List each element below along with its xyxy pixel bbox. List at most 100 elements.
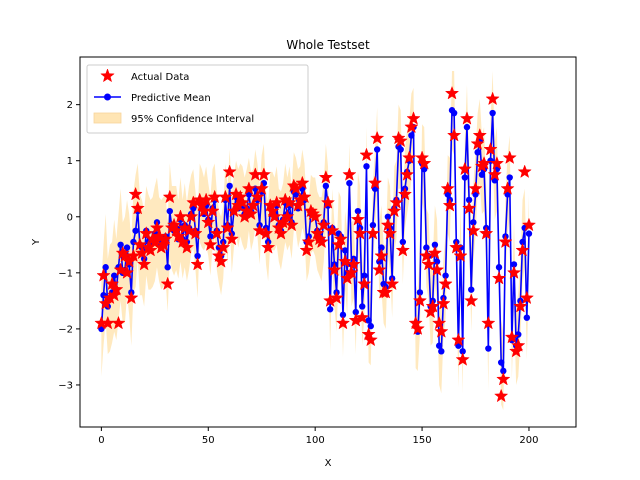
predictive-mean-point [194, 252, 201, 260]
actual-data-point [434, 324, 449, 338]
actual-data-point [220, 220, 235, 235]
predictive-mean-point [117, 241, 124, 248]
actual-data-point [132, 237, 148, 251]
y-axis-label: Y [31, 238, 42, 246]
actual-data-point [260, 240, 276, 254]
predictive-mean-point [435, 342, 443, 349]
predictive-mean-point [525, 230, 533, 237]
actual-data-point [461, 200, 477, 215]
actual-data-point [440, 181, 455, 195]
actual-data-point [344, 265, 359, 279]
predictive-mean-point [399, 238, 407, 246]
actual-data-point [361, 326, 376, 341]
actual-data-point [436, 296, 451, 310]
predictive-mean-point [397, 146, 404, 153]
actual-data-point [205, 203, 220, 218]
predictive-mean-point [367, 322, 374, 330]
x-axis-ticks: 0 50 100 150 200 [98, 427, 539, 446]
actual-data-point [412, 293, 428, 307]
actual-data-point [444, 85, 460, 100]
actual-data-point [96, 268, 111, 282]
x-axis-label: X [325, 458, 332, 469]
predictive-mean-point [519, 238, 526, 246]
actual-data-point [329, 290, 344, 305]
actual-data-point [333, 231, 348, 246]
predictive-mean-point [468, 286, 475, 293]
predictive-mean-point [102, 264, 109, 271]
actual-data-point [128, 186, 143, 201]
actual-data-point [254, 181, 269, 195]
legend: Actual Data Predictive Mean 95% Confiden… [86, 64, 309, 134]
actual-data-point [111, 315, 126, 330]
predictive-mean-point [352, 308, 359, 316]
actual-data-point [419, 248, 434, 263]
actual-data-point [325, 223, 340, 237]
predictive-mean-point [326, 306, 334, 313]
actual-data-point [367, 175, 383, 190]
actual-data-point [519, 290, 534, 305]
actual-data-point [408, 315, 423, 330]
actual-data-point [209, 226, 224, 240]
actual-data-point [218, 189, 233, 204]
actual-data-point [243, 206, 259, 221]
actual-data-point [410, 321, 425, 335]
actual-data-point [203, 237, 218, 251]
actual-data-point [130, 200, 145, 215]
actual-data-point [350, 212, 366, 226]
x-tick-label: 50 [202, 435, 215, 446]
actual-data-point [494, 388, 509, 403]
actual-data-point [179, 240, 195, 254]
y-tick-label: −3 [58, 380, 73, 391]
predictive-mean-point [322, 182, 330, 190]
x-tick-label: 0 [98, 435, 104, 446]
actual-data-point [479, 226, 494, 240]
actual-data-point [337, 254, 353, 268]
chart-title: Whole Testset [286, 38, 370, 52]
predictive-mean-point [433, 258, 441, 265]
predictive-mean-point [384, 213, 392, 220]
actual-data-point [316, 217, 331, 232]
actual-data-point [389, 195, 404, 209]
legend-label-mean: Predictive Mean [131, 93, 211, 104]
actual-data-point [216, 240, 231, 254]
predictive-mean-point [363, 163, 370, 170]
actual-data-point [468, 181, 483, 195]
y-tick-label: 1 [67, 156, 73, 167]
y-tick-label: 2 [67, 100, 73, 111]
predictive-mean-point [485, 345, 492, 352]
actual-data-point [265, 203, 280, 218]
predictive-mean-point [497, 359, 505, 366]
actual-data-point [446, 127, 462, 142]
actual-data-point [489, 156, 505, 170]
actual-data-point [149, 220, 165, 235]
actual-data-point [451, 332, 466, 347]
actual-data-point [502, 150, 517, 164]
predictive-mean-point [123, 244, 131, 251]
actual-data-point [521, 217, 537, 232]
actual-data-point [432, 315, 447, 330]
actual-data-point [109, 282, 124, 296]
actual-data-point [500, 181, 515, 195]
actual-data-point [466, 223, 481, 237]
actual-data-point [184, 209, 199, 223]
actual-data-point [406, 111, 421, 125]
actual-data-point [166, 217, 182, 232]
actual-data-point [472, 127, 487, 142]
actual-data-point [250, 189, 265, 204]
actual-data-point [198, 192, 214, 207]
actual-data-point [213, 254, 229, 268]
predictive-mean-point [164, 264, 171, 271]
actual-data-point [160, 276, 175, 291]
actual-data-point [124, 290, 139, 305]
predictive-mean-point [423, 244, 430, 251]
actual-data-point [267, 209, 282, 223]
actual-data-point [378, 284, 393, 299]
predictive-mean-point [438, 348, 445, 355]
predictive-mean-point [361, 272, 368, 279]
legend-dot-icon [104, 93, 111, 101]
actual-data-point [188, 226, 203, 240]
legend-band-icon [93, 112, 122, 124]
actual-data-point [374, 248, 389, 263]
actual-data-point [397, 186, 413, 201]
